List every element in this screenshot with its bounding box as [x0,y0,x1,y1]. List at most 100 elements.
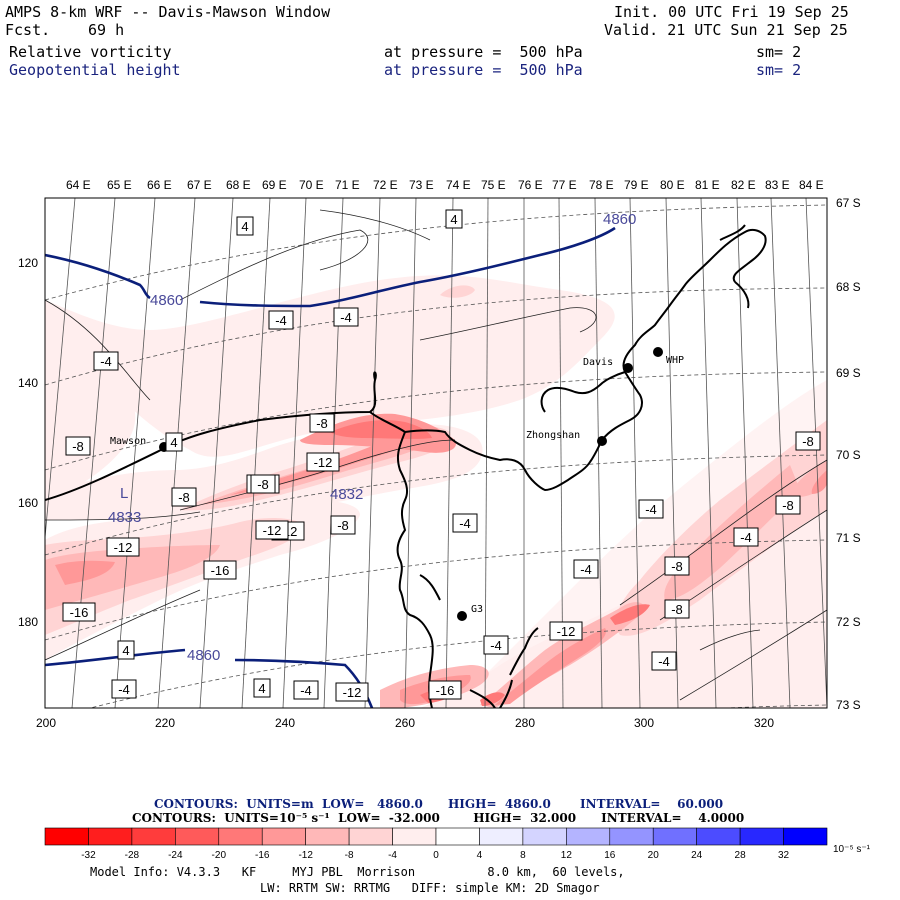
station-davis-dot [623,363,633,373]
colorbar-swatch [175,827,220,846]
colorbar-tick: -28 [125,850,140,861]
valid-time: Valid. 21 UTC Sun 21 Sep 25 [604,21,848,39]
vorticity-label: -4 [111,679,137,699]
vorticity-label: -16 [203,560,237,580]
grid-x-label: 300 [634,716,654,730]
colorbar-swatch [44,827,89,846]
lat-label: 69 S [836,366,861,380]
vorticity-label: 4 [253,678,271,698]
lon-label: 82 E [731,178,756,192]
svg-text:-16: -16 [211,563,230,578]
station-label-whp: WHP [666,355,684,366]
colorbar-tick: 12 [561,850,573,861]
vorticity-label: -4 [268,310,294,330]
svg-text:-4: -4 [490,638,502,653]
colorbar-tick: -4 [388,850,397,861]
colorbar-units: 10⁻⁵ s⁻¹ [833,844,871,855]
svg-text:4: 4 [170,435,177,450]
colorbar-swatch [435,827,480,846]
latitude-labels: 67 S 68 S 69 S 70 S 71 S 72 S 73 S [836,196,861,712]
svg-text:-4: -4 [118,682,130,697]
colorbar-tick: 4 [477,850,483,861]
svg-text:-8: -8 [178,490,190,505]
lon-label: 70 E [299,178,324,192]
grid-y-label: 180 [18,615,38,629]
colorbar-swatch [131,827,176,846]
svg-text:-8: -8 [72,439,84,454]
vorticity-label: -8 [775,495,801,515]
low-center-value: 4833 [108,509,141,526]
colorbar-tick: 16 [604,850,616,861]
vorticity-label: -4 [638,499,664,519]
svg-text:-4: -4 [740,530,752,545]
lat-label: 68 S [836,280,861,294]
vorticity-label: -12 [106,537,140,557]
svg-text:-4: -4 [459,516,471,531]
vorticity-label: -4 [651,651,677,671]
grid-x-label: 240 [275,716,295,730]
vorticity-label: -4 [733,527,759,547]
svg-text:-12: -12 [557,624,576,639]
svg-text:-4: -4 [580,562,592,577]
lon-label: 80 E [660,178,685,192]
lat-label: 73 S [836,698,861,712]
colorbar-swatch [739,827,784,846]
station-label-davis: Davis [583,357,613,368]
vorticity-label: -4 [333,307,359,327]
lon-label: 74 E [446,178,471,192]
lon-label: 78 E [589,178,614,192]
vorticity-label: -8 [250,474,276,494]
grid-y-labels: 120 140 160 180 [18,256,38,629]
colorbar-swatch [88,827,133,846]
lat-label: 71 S [836,531,861,545]
svg-text:4: 4 [450,212,457,227]
grid-y-label: 120 [18,256,38,270]
colorbar-swatch [609,827,654,846]
colorbar-swatch [522,827,567,846]
colorbar-swatch [783,827,828,846]
grid-x-label: 200 [36,716,56,730]
lon-label: 66 E [147,178,172,192]
colorbar-tick: 32 [778,850,790,861]
vorticity-label: -12 [335,682,369,702]
grid-x-label: 260 [395,716,415,730]
svg-text:-4: -4 [645,502,657,517]
lon-label: 76 E [518,178,543,192]
svg-text:-12: -12 [343,685,362,700]
field1-level: at pressure = 500 hPa [384,43,583,61]
graticule [45,204,827,708]
lon-label: 72 E [373,178,398,192]
vorticity-label: -8 [309,413,335,433]
colorbar-tick: 24 [691,850,703,861]
vorticity-label: -8 [795,431,821,451]
colorbar: -32 -28 -24 -20 -16 -12 -8 -4 0 4 8 12 16 20 24 28 32 [44,827,828,861]
svg-text:-4: -4 [340,310,352,325]
svg-text:-12: -12 [314,455,333,470]
station-whp-dot [653,347,663,357]
lon-label: 73 E [409,178,434,192]
svg-text:-12: -12 [263,523,282,538]
colorbar-swatch [305,827,350,846]
lon-label: 75 E [481,178,506,192]
lat-label: 70 S [836,448,861,462]
grid-x-labels: 200 220 240 260 280 300 320 [36,716,774,730]
lon-label: 65 E [107,178,132,192]
coastline [45,224,767,708]
colorbar-swatch [479,827,524,846]
station-label-mawson: Mawson [110,436,146,447]
grid-y-label: 160 [18,496,38,510]
vorticity-contour-info: CONTOURS: UNITS=10⁻⁵ s⁻¹ LOW= -32.000 HI… [132,811,744,825]
forecast-hour: 69 h [88,21,125,39]
lon-label: 71 E [335,178,360,192]
forecast-label: Fcst. [5,21,51,39]
vorticity-label: -8 [664,556,690,576]
svg-text:-4: -4 [658,654,670,669]
colorbar-swatch [392,827,437,846]
lon-label: 84 E [799,178,824,192]
lon-label: 68 E [226,178,251,192]
vorticity-label: -4 [452,513,478,533]
lon-label: 64 E [66,178,91,192]
vorticity-label: -16 [428,680,462,700]
grid-x-label: 220 [155,716,175,730]
